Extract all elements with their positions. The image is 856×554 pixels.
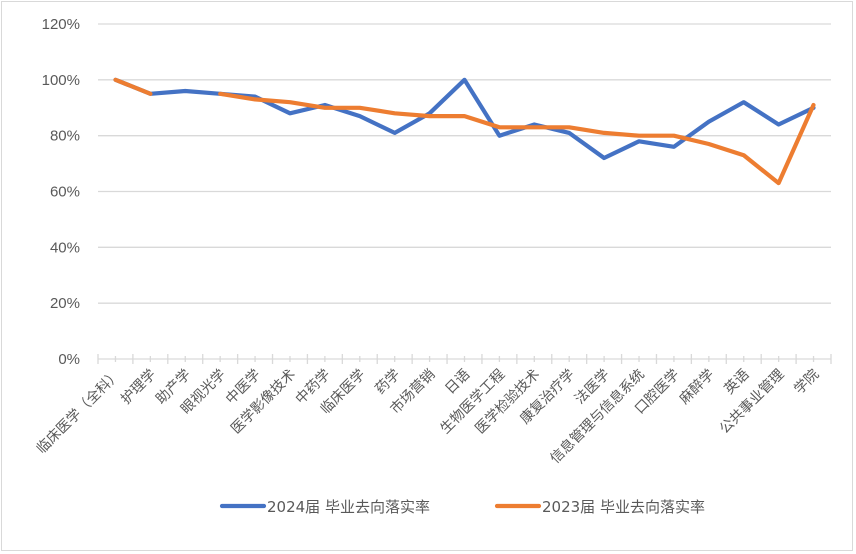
y-tick-label: 0% [58, 351, 80, 368]
x-tick-label: 日语 [442, 367, 473, 398]
y-tick-label: 20% [50, 295, 80, 312]
y-axis-labels: 0% 20% 40% 60% 80% 100% 120% [42, 16, 80, 368]
x-tick-label: 公共事业管理 [717, 367, 788, 438]
y-tick-label: 100% [42, 72, 80, 89]
y-tick-label: 120% [42, 16, 80, 33]
x-tick-label: 学院 [791, 367, 822, 398]
x-tick-label: 药学 [372, 367, 403, 398]
legend-label-0: 2024届 毕业去向落实率 [267, 498, 430, 516]
y-tick-label: 60% [50, 184, 80, 201]
x-tick-label: 临床医学（全科） [33, 366, 124, 457]
series-line-1 [218, 91, 816, 186]
x-tick-label: 英语 [721, 366, 753, 398]
x-tick-label: 护理学 [118, 367, 159, 408]
series-line-1 [113, 77, 153, 96]
y-tick-label: 80% [50, 128, 80, 145]
legend: 2024届 毕业去向落实率 2023届 毕业去向落实率 [219, 498, 705, 516]
y-tick-label: 40% [50, 239, 80, 256]
legend-label-1: 2023届 毕业去向落实率 [542, 498, 705, 516]
series-line-0 [113, 77, 816, 161]
x-tick-label: 麻醉学 [677, 367, 718, 408]
gridlines [98, 23, 831, 304]
series-lines [113, 77, 816, 186]
